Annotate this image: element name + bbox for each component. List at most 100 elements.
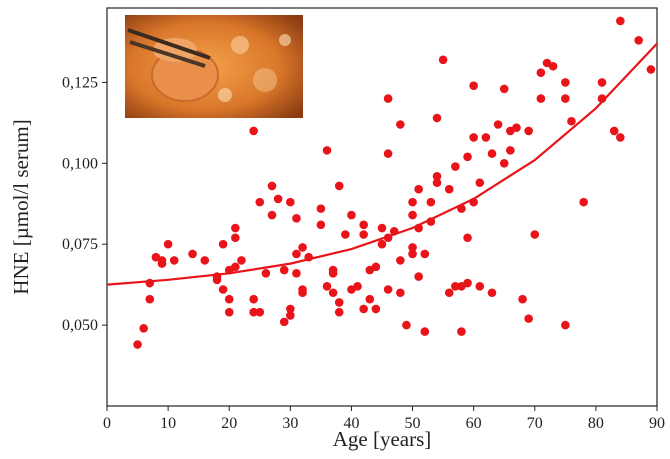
data-point	[298, 243, 307, 252]
data-point	[347, 211, 356, 220]
data-point	[286, 198, 295, 207]
data-point	[225, 308, 234, 317]
data-point	[139, 324, 148, 333]
data-point	[408, 211, 417, 220]
data-point	[408, 198, 417, 207]
data-point	[359, 305, 368, 314]
data-point	[262, 269, 271, 278]
data-point	[634, 36, 643, 45]
data-point	[567, 117, 576, 126]
data-point	[213, 276, 222, 285]
data-point	[518, 295, 527, 304]
data-point	[298, 288, 307, 297]
data-point	[372, 305, 381, 314]
data-point	[616, 17, 625, 26]
data-point	[427, 198, 436, 207]
data-point	[286, 311, 295, 320]
data-point	[292, 250, 301, 259]
y-tick-label: 0,075	[62, 236, 98, 253]
data-point	[396, 256, 405, 265]
data-point	[512, 123, 521, 132]
data-point	[317, 220, 326, 229]
data-point	[158, 259, 167, 268]
data-point	[133, 340, 142, 349]
data-point	[384, 149, 393, 158]
data-point	[433, 114, 442, 123]
data-point	[219, 285, 228, 294]
data-point	[231, 224, 240, 233]
data-point	[494, 120, 503, 129]
y-tick-label: 0,100	[62, 155, 98, 172]
data-point	[408, 250, 417, 259]
data-point	[274, 195, 283, 204]
data-point	[378, 240, 387, 249]
data-point	[445, 185, 454, 194]
data-point	[353, 282, 362, 291]
y-tick-label: 0,050	[62, 317, 98, 334]
data-point	[200, 256, 209, 265]
x-tick-label: 40	[343, 415, 359, 432]
data-point	[420, 327, 429, 336]
data-point	[524, 314, 533, 323]
data-point	[463, 279, 472, 288]
data-point	[488, 149, 497, 158]
data-point	[317, 204, 326, 213]
data-point	[255, 308, 264, 317]
data-point	[359, 230, 368, 239]
x-tick-label: 0	[103, 415, 111, 432]
x-tick-label: 90	[649, 415, 665, 432]
data-point	[469, 133, 478, 142]
chart: Age [years] HNE [µmol/l serum] 010203040…	[0, 0, 670, 459]
data-point	[231, 263, 240, 272]
data-point	[335, 182, 344, 191]
x-tick-label: 50	[405, 415, 421, 432]
data-point	[268, 182, 277, 191]
data-point	[530, 230, 539, 239]
x-tick-label: 80	[588, 415, 604, 432]
data-point	[414, 185, 423, 194]
data-point	[433, 178, 442, 187]
data-point	[469, 81, 478, 90]
data-point	[188, 250, 197, 259]
data-point	[475, 178, 484, 187]
data-point	[500, 159, 509, 168]
data-point	[268, 211, 277, 220]
data-point	[463, 153, 472, 162]
y-tick-label: 0,125	[62, 74, 98, 91]
data-point	[420, 250, 429, 259]
x-tick-label: 70	[527, 415, 543, 432]
data-point	[384, 94, 393, 103]
data-point	[549, 62, 558, 71]
data-point	[451, 162, 460, 171]
x-tick-label: 10	[160, 415, 176, 432]
data-point	[445, 288, 454, 297]
data-point	[372, 263, 381, 272]
data-point	[219, 240, 228, 249]
data-point	[488, 288, 497, 297]
data-point	[280, 266, 289, 275]
data-point	[359, 220, 368, 229]
data-point	[463, 233, 472, 242]
data-point	[537, 68, 546, 77]
data-point	[329, 269, 338, 278]
data-point	[255, 198, 264, 207]
data-point	[335, 308, 344, 317]
data-point	[335, 298, 344, 307]
y-axis-title: HNE [µmol/l serum]	[9, 119, 33, 294]
data-point	[145, 295, 154, 304]
data-point	[225, 295, 234, 304]
page: {"chart_data": {"type": "scatter", "xlab…	[0, 0, 670, 459]
data-point	[598, 78, 607, 87]
inset-photo	[125, 15, 303, 118]
data-point	[537, 94, 546, 103]
data-point	[249, 295, 258, 304]
data-point	[500, 85, 509, 94]
data-point	[475, 282, 484, 291]
data-point	[414, 272, 423, 281]
data-point	[329, 288, 338, 297]
data-point	[524, 127, 533, 136]
data-point	[402, 321, 411, 330]
data-point	[164, 240, 173, 249]
data-point	[482, 133, 491, 142]
data-point	[439, 55, 448, 64]
